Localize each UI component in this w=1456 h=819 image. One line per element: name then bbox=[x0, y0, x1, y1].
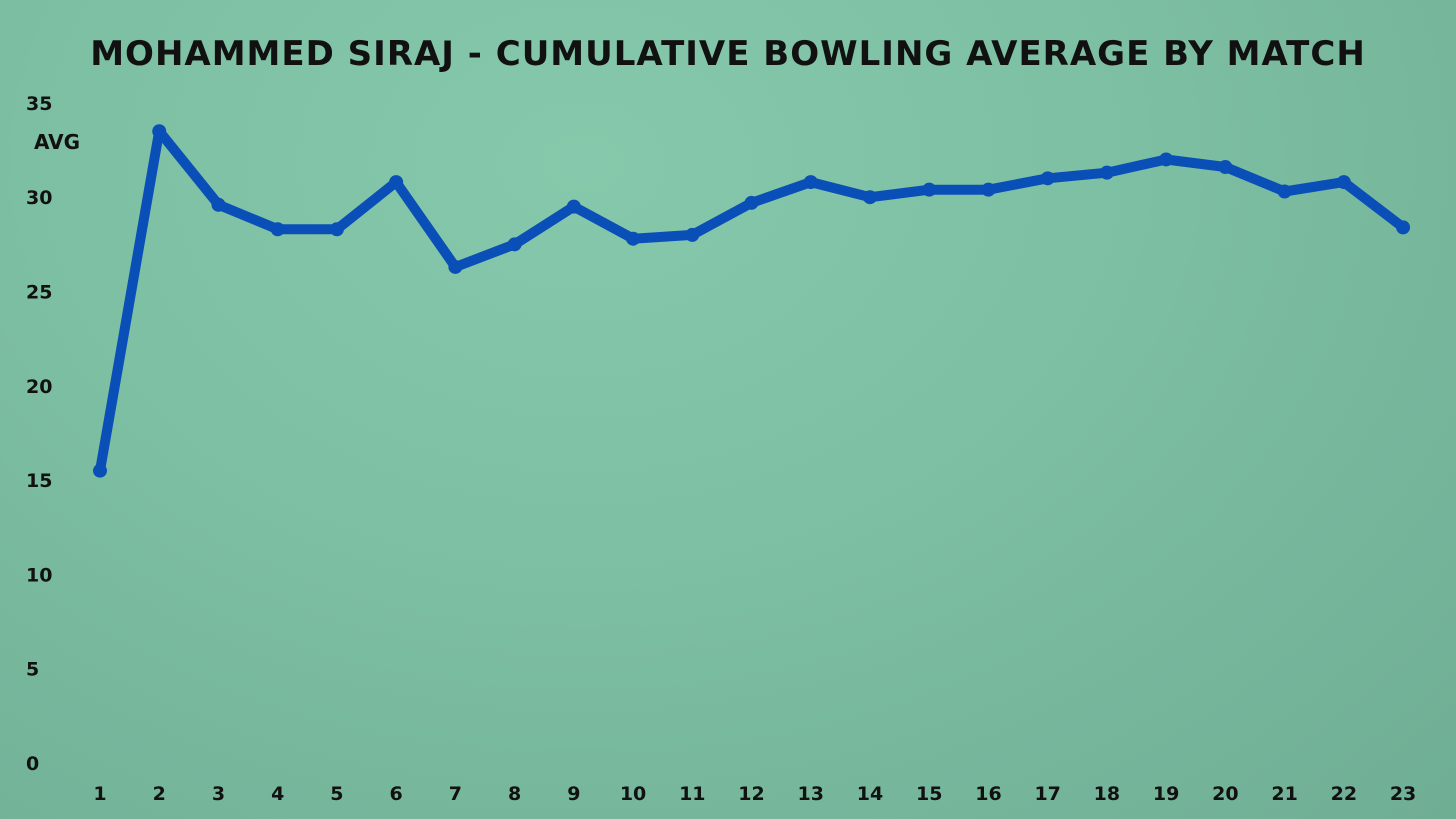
y-tick-label: 10 bbox=[26, 564, 52, 586]
data-point bbox=[1218, 160, 1233, 175]
y-tick-label: 15 bbox=[26, 470, 52, 492]
y-tick-label: 0 bbox=[26, 753, 39, 775]
data-point bbox=[862, 190, 877, 205]
x-tick-label: 6 bbox=[390, 783, 403, 805]
x-tick-label: 1 bbox=[93, 783, 106, 805]
data-point bbox=[803, 175, 818, 190]
y-tick-label: 25 bbox=[26, 282, 52, 304]
data-point bbox=[566, 199, 581, 214]
x-tick-label: 10 bbox=[620, 783, 646, 805]
x-tick-label: 14 bbox=[857, 783, 883, 805]
data-point bbox=[626, 231, 641, 246]
data-point bbox=[93, 463, 107, 478]
x-tick-label: 23 bbox=[1390, 783, 1416, 805]
data-point bbox=[744, 195, 759, 210]
data-point bbox=[329, 222, 344, 237]
data-point bbox=[152, 124, 167, 139]
data-point bbox=[922, 182, 937, 197]
x-tick-label: 2 bbox=[153, 783, 166, 805]
data-point bbox=[1040, 171, 1055, 186]
x-tick-label: 22 bbox=[1331, 783, 1357, 805]
x-tick-label: 13 bbox=[798, 783, 824, 805]
y-tick-label: 20 bbox=[26, 376, 52, 398]
x-axis-ticks: 1 2 3 4 5 6 7 8 9 10 11 12 13 14 15 16 17 18 19 20 21 22 23 bbox=[93, 783, 1416, 805]
x-tick-label: 11 bbox=[679, 783, 705, 805]
x-tick-label: 3 bbox=[212, 783, 225, 805]
y-axis-label: AVG bbox=[34, 130, 80, 154]
y-axis-ticks: 0 5 10 15 20 25 30 35 bbox=[26, 93, 52, 775]
data-point bbox=[1277, 184, 1292, 199]
x-tick-label: 15 bbox=[916, 783, 942, 805]
data-point bbox=[1336, 175, 1351, 190]
series-line bbox=[95, 126, 1409, 476]
data-point bbox=[448, 259, 463, 274]
x-tick-label: 9 bbox=[567, 783, 580, 805]
x-tick-label: 12 bbox=[738, 783, 764, 805]
x-tick-label: 20 bbox=[1212, 783, 1238, 805]
data-point bbox=[981, 182, 996, 197]
x-tick-label: 19 bbox=[1153, 783, 1179, 805]
data-point bbox=[507, 237, 522, 252]
data-point bbox=[1396, 220, 1411, 235]
data-point bbox=[1159, 152, 1174, 167]
data-point bbox=[270, 222, 285, 237]
x-tick-label: 8 bbox=[508, 783, 521, 805]
x-tick-label: 5 bbox=[330, 783, 343, 805]
x-tick-label: 21 bbox=[1271, 783, 1297, 805]
data-point bbox=[685, 227, 700, 242]
y-tick-label: 5 bbox=[26, 659, 39, 681]
plot-area bbox=[93, 124, 1411, 478]
chart-title: MOHAMMED SIRAJ - CUMULATIVE BOWLING AVER… bbox=[90, 34, 1366, 74]
x-tick-label: 18 bbox=[1094, 783, 1120, 805]
data-point bbox=[211, 197, 226, 212]
x-tick-label: 16 bbox=[975, 783, 1001, 805]
data-point bbox=[389, 175, 404, 190]
x-tick-label: 4 bbox=[271, 783, 284, 805]
x-tick-label: 7 bbox=[449, 783, 462, 805]
x-tick-label: 17 bbox=[1034, 783, 1060, 805]
data-point bbox=[1099, 165, 1114, 180]
y-tick-label: 35 bbox=[26, 93, 52, 115]
y-tick-label: 30 bbox=[26, 187, 52, 209]
